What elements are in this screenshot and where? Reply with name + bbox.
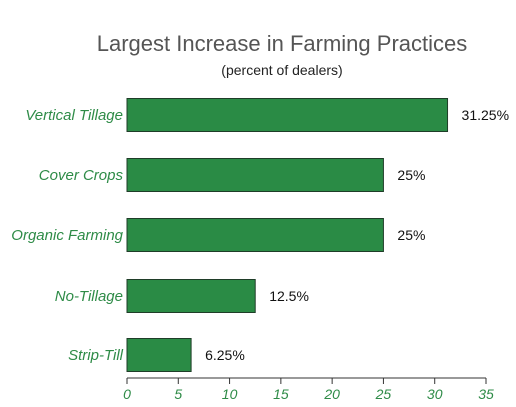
- data-label: 25%: [397, 227, 425, 243]
- x-tick-label: 15: [273, 386, 289, 402]
- x-axis: 0 5 10 15 20 25 30 35: [123, 377, 494, 402]
- chart-subtitle: (percent of dealers): [221, 62, 342, 78]
- data-label: 6.25%: [205, 347, 245, 363]
- category-label: Vertical Tillage: [25, 107, 123, 124]
- x-tick-label: 20: [323, 386, 340, 402]
- data-label: 31.25%: [462, 107, 509, 123]
- category-label: Strip-Till: [68, 347, 124, 364]
- chart-title: Largest Increase in Farming Practices: [97, 31, 468, 56]
- x-tick-label: 5: [174, 386, 182, 402]
- x-tick-label: 30: [427, 386, 443, 402]
- category-label: No-Tillage: [55, 288, 123, 305]
- x-tick-label: 10: [222, 386, 238, 402]
- bar: [126, 279, 256, 313]
- x-tick-label: 35: [478, 386, 494, 402]
- bar: [126, 338, 192, 372]
- category-label: Organic Farming: [11, 227, 123, 244]
- bar: [126, 218, 384, 252]
- data-label: 25%: [397, 167, 425, 183]
- bar: [126, 98, 449, 132]
- x-tick-label: 25: [375, 386, 392, 402]
- category-label: Cover Crops: [39, 167, 124, 184]
- bar: [126, 158, 384, 192]
- x-tick-label: 0: [123, 386, 131, 402]
- data-label: 12.5%: [269, 288, 309, 304]
- bars-group: Vertical Tillage 31.25% Cover Crops 25% Orga…: [11, 98, 509, 372]
